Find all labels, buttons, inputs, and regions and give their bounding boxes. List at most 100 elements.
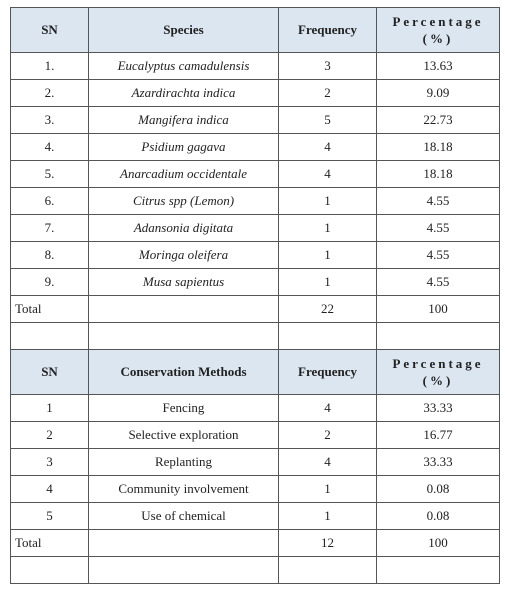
table-cell xyxy=(376,556,500,584)
data-table: SN Species Frequency Percentage (%) 1. Eucaly… xyxy=(10,7,500,584)
table-cell: 6. xyxy=(10,187,89,215)
table-cell: 4 xyxy=(278,160,377,188)
table-cell: Azardirachta indica xyxy=(88,79,279,107)
table-cell: Percentage (%) xyxy=(376,349,500,395)
table-cell: 100 xyxy=(376,295,500,323)
table-cell: 2. xyxy=(10,79,89,107)
table-row: 6. Citrus spp (Lemon) 1 4.55 xyxy=(10,187,500,215)
table-cell: Community involvement xyxy=(88,475,279,503)
table-cell: 1 xyxy=(278,475,377,503)
table-cell: Frequency xyxy=(278,349,377,395)
header-row: SN Conservation Methods Frequency Percentag… xyxy=(10,349,500,395)
table-row: 2 Selective exploration 2 16.77 xyxy=(10,421,500,449)
table-cell: 7. xyxy=(10,214,89,242)
table-cell: 100 xyxy=(376,529,500,557)
table-cell: 16.77 xyxy=(376,421,500,449)
table-cell: 22 xyxy=(278,295,377,323)
table-cell xyxy=(376,322,500,350)
table-cell: 1 xyxy=(278,241,377,269)
table-cell: 3 xyxy=(278,52,377,80)
table-cell: 5 xyxy=(10,502,89,530)
table-cell xyxy=(10,322,89,350)
blank-row xyxy=(10,322,500,350)
table-cell: 33.33 xyxy=(376,394,500,422)
table-cell: Percentage (%) xyxy=(376,7,500,53)
table-cell: Total xyxy=(10,295,89,323)
table-row: 3. Mangifera indica 5 22.73 xyxy=(10,106,500,134)
table-cell: Selective exploration xyxy=(88,421,279,449)
table-cell: SN xyxy=(10,349,89,395)
table-cell: 12 xyxy=(278,529,377,557)
table-cell: Adansonia digitata xyxy=(88,214,279,242)
table-cell: 1 xyxy=(278,502,377,530)
table-cell: 1 xyxy=(278,268,377,296)
table-cell: Moringa oleifera xyxy=(88,241,279,269)
table-cell: Mangifera indica xyxy=(88,106,279,134)
table-row: 5 Use of chemical 1 0.08 xyxy=(10,502,500,530)
table-cell: 2 xyxy=(278,421,377,449)
table-cell: Use of chemical xyxy=(88,502,279,530)
table-cell: 4.55 xyxy=(376,241,500,269)
table-cell: Total xyxy=(10,529,89,557)
blank-row xyxy=(10,556,500,584)
table-cell: 4.55 xyxy=(376,214,500,242)
table-cell: Conservation Methods xyxy=(88,349,279,395)
table-cell xyxy=(278,322,377,350)
table-cell xyxy=(88,322,279,350)
table-cell: Replanting xyxy=(88,448,279,476)
table-cell: 22.73 xyxy=(376,106,500,134)
table-cell: Species xyxy=(88,7,279,53)
table-cell: 4.55 xyxy=(376,187,500,215)
table-cell xyxy=(88,295,279,323)
table-cell: Psidium gagava xyxy=(88,133,279,161)
table-cell: 4 xyxy=(278,133,377,161)
table-row: 1. Eucalyptus camadulensis 3 13.63 xyxy=(10,52,500,80)
table-cell: 8. xyxy=(10,241,89,269)
table-cell: Fencing xyxy=(88,394,279,422)
table-cell xyxy=(10,556,89,584)
table-cell: 9. xyxy=(10,268,89,296)
table-row: 9. Musa sapientus 1 4.55 xyxy=(10,268,500,296)
table-cell xyxy=(88,529,279,557)
table-cell: 4 xyxy=(278,448,377,476)
total-row: Total 22 100 xyxy=(10,295,500,323)
table-row: 3 Replanting 4 33.33 xyxy=(10,448,500,476)
table-cell: 33.33 xyxy=(376,448,500,476)
table-cell: 2 xyxy=(10,421,89,449)
table-cell: 0.08 xyxy=(376,502,500,530)
table-cell: SN xyxy=(10,7,89,53)
table-cell: 3 xyxy=(10,448,89,476)
table-cell: 18.18 xyxy=(376,133,500,161)
table-cell: 4 xyxy=(278,394,377,422)
table-cell: 5. xyxy=(10,160,89,188)
table-cell: 1 xyxy=(278,214,377,242)
table-row: 8. Moringa oleifera 1 4.55 xyxy=(10,241,500,269)
table-row: 5. Anarcadium occidentale 4 18.18 xyxy=(10,160,500,188)
table-cell: Eucalyptus camadulensis xyxy=(88,52,279,80)
table-cell: 4. xyxy=(10,133,89,161)
table-row: 1 Fencing 4 33.33 xyxy=(10,394,500,422)
table-cell: 18.18 xyxy=(376,160,500,188)
total-row: Total 12 100 xyxy=(10,529,500,557)
table-cell: 1 xyxy=(10,394,89,422)
header-row: SN Species Frequency Percentage (%) xyxy=(10,7,500,53)
table-cell: 1 xyxy=(278,187,377,215)
table-cell: 13.63 xyxy=(376,52,500,80)
table-cell: 4 xyxy=(10,475,89,503)
table-cell: Musa sapientus xyxy=(88,268,279,296)
table-cell: 3. xyxy=(10,106,89,134)
table-cell: Frequency xyxy=(278,7,377,53)
table-cell: 2 xyxy=(278,79,377,107)
table-cell: 9.09 xyxy=(376,79,500,107)
table-cell: Citrus spp (Lemon) xyxy=(88,187,279,215)
table-row: 4 Community involvement 1 0.08 xyxy=(10,475,500,503)
table-row: 2. Azardirachta indica 2 9.09 xyxy=(10,79,500,107)
table-cell: 1. xyxy=(10,52,89,80)
table-row: 4. Psidium gagava 4 18.18 xyxy=(10,133,500,161)
table-cell: 5 xyxy=(278,106,377,134)
table-cell: 4.55 xyxy=(376,268,500,296)
table-cell: Anarcadium occidentale xyxy=(88,160,279,188)
table-cell: 0.08 xyxy=(376,475,500,503)
table-cell xyxy=(278,556,377,584)
